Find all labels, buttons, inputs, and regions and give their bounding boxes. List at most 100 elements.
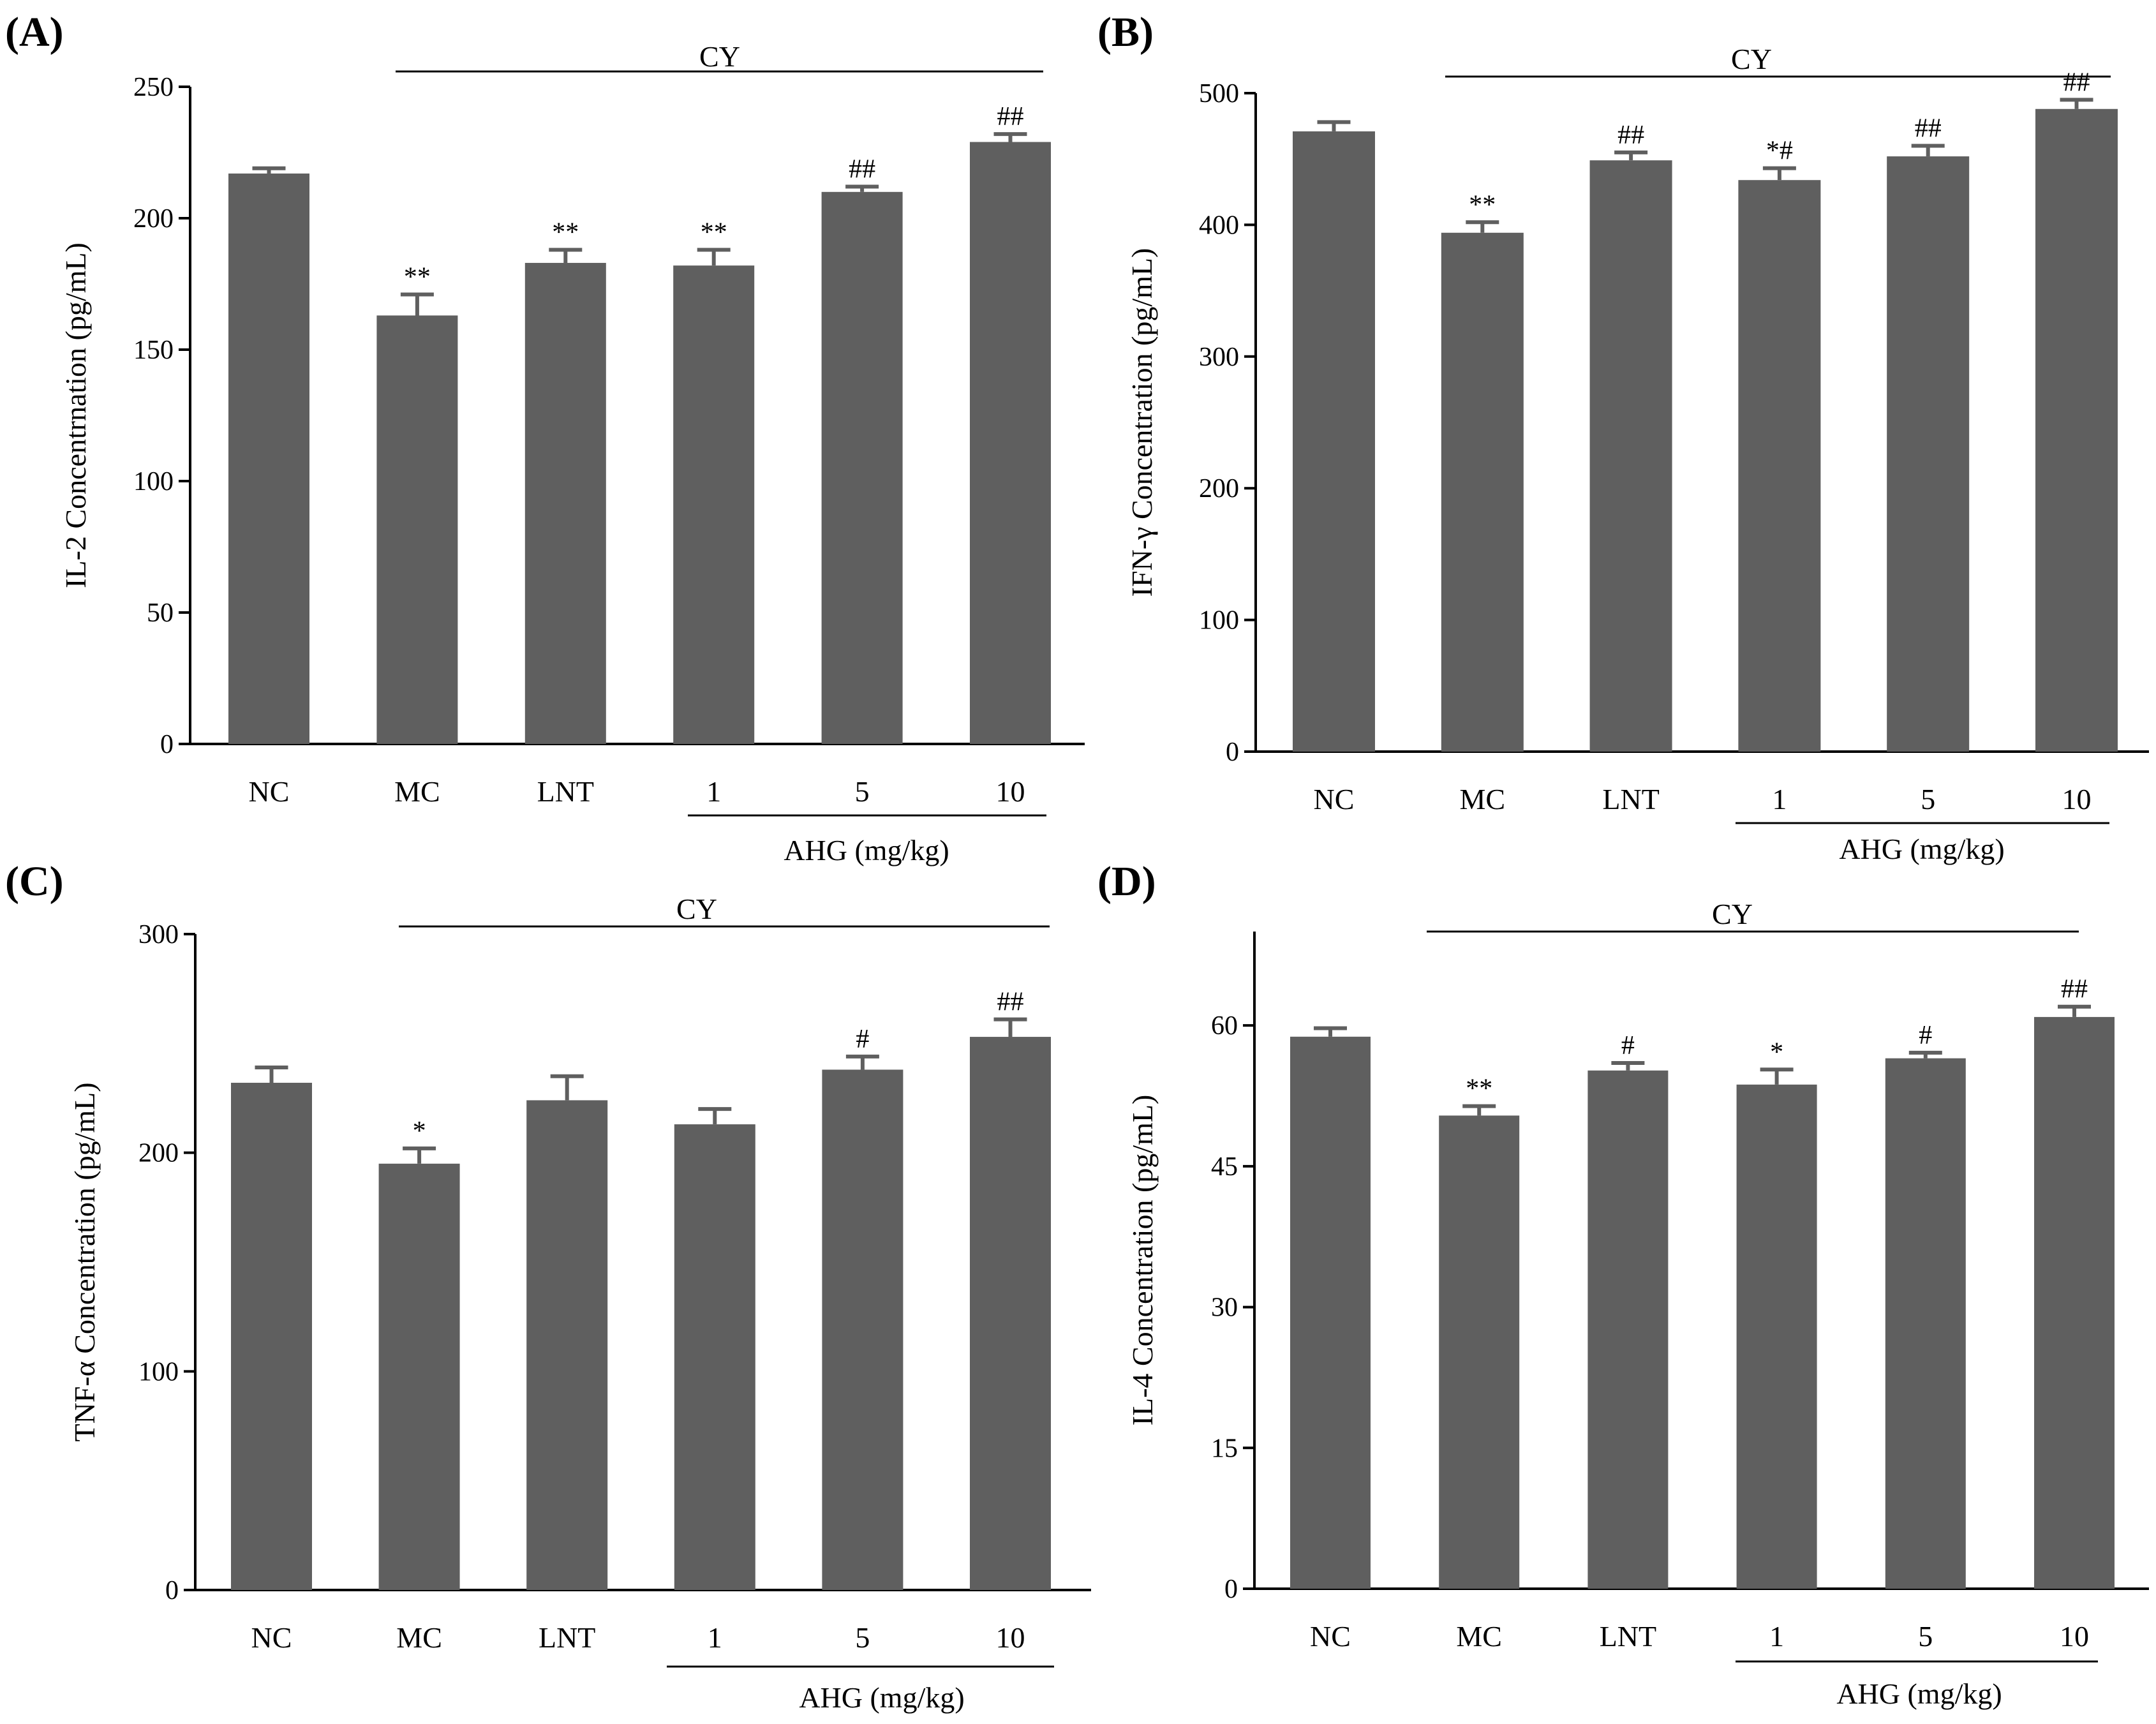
significance-mark: ## bbox=[2063, 68, 2090, 97]
x-tick-label: NC bbox=[251, 1621, 292, 1654]
y-tick-label: 30 bbox=[1211, 1293, 1238, 1323]
x-tick-label: 1 bbox=[1772, 783, 1787, 815]
x-tick-label: NC bbox=[1314, 783, 1355, 815]
y-tick-label: 250 bbox=[133, 73, 174, 102]
y-tick-label: 400 bbox=[1199, 211, 1239, 240]
significance-mark: ** bbox=[701, 218, 727, 247]
y-tick-label: 0 bbox=[1226, 738, 1239, 767]
significance-mark: * bbox=[1770, 1037, 1783, 1067]
panel-a: (A) 0 50 100 150 200 250 IL-2 Concentrnation (p… bbox=[5, 9, 1085, 866]
y-tick-label: 15 bbox=[1211, 1434, 1238, 1463]
cy-label: CY bbox=[699, 40, 740, 73]
y-tick-label: 100 bbox=[133, 467, 174, 496]
significance-mark: ** bbox=[552, 218, 579, 247]
bar bbox=[1738, 180, 1821, 752]
x-tick-label: LNT bbox=[1602, 783, 1659, 815]
ahg-group-label: AHG (mg/kg) bbox=[1836, 1677, 2002, 1710]
bar bbox=[1587, 1070, 1669, 1589]
x-tick-label: 5 bbox=[855, 1621, 870, 1654]
x-tick-label: 10 bbox=[2062, 783, 2092, 815]
x-tick-label: MC bbox=[1460, 783, 1506, 815]
x-tick-label: LNT bbox=[1600, 1620, 1656, 1653]
x-tick-label: NC bbox=[1310, 1620, 1351, 1653]
bar bbox=[2035, 108, 2118, 752]
x-tick-label: LNT bbox=[537, 775, 594, 808]
significance-mark: # bbox=[1919, 1021, 1932, 1050]
bar bbox=[231, 1083, 312, 1590]
significance-mark: # bbox=[1621, 1031, 1635, 1060]
x-tick-label: MC bbox=[394, 775, 440, 808]
y-axis-title: IL-2 Concentrnation (pg/mL) bbox=[59, 242, 92, 588]
y-tick-label: 100 bbox=[1199, 606, 1239, 635]
x-tick-label: NC bbox=[249, 775, 290, 808]
significance-mark: ## bbox=[1915, 114, 1942, 144]
bar bbox=[1439, 1115, 1520, 1589]
y-tick-label: 500 bbox=[1199, 79, 1239, 108]
ahg-group-label: AHG (mg/kg) bbox=[799, 1681, 964, 1714]
bar bbox=[1441, 232, 1524, 752]
panel-label: (A) bbox=[5, 9, 64, 56]
y-tick-label: 200 bbox=[1199, 474, 1239, 503]
panel-label: (B) bbox=[1097, 9, 1154, 56]
significance-mark: ** bbox=[1466, 1074, 1492, 1104]
x-tick-label: 1 bbox=[1769, 1620, 1784, 1653]
significance-mark: * bbox=[413, 1117, 426, 1146]
significance-mark: # bbox=[856, 1025, 869, 1054]
x-tick-label: 1 bbox=[706, 775, 721, 808]
x-tick-label: 10 bbox=[996, 775, 1025, 808]
y-tick-label: 0 bbox=[1224, 1575, 1238, 1604]
y-tick-label: 60 bbox=[1211, 1011, 1238, 1041]
bar bbox=[378, 1163, 460, 1590]
bar bbox=[1736, 1084, 1817, 1589]
bar bbox=[376, 315, 458, 744]
y-tick-label: 150 bbox=[133, 336, 174, 365]
y-axis-title: IFN-γ Concentration (pg/mL) bbox=[1126, 248, 1158, 597]
significance-mark: ## bbox=[997, 988, 1024, 1017]
bar bbox=[2034, 1016, 2115, 1589]
bar bbox=[822, 1069, 903, 1590]
cy-label: CY bbox=[1712, 898, 1753, 930]
y-tick-label: 200 bbox=[133, 204, 174, 234]
bar bbox=[970, 142, 1051, 744]
x-tick-label: 10 bbox=[996, 1621, 1025, 1654]
significance-mark: ** bbox=[404, 262, 431, 292]
bar bbox=[1290, 1036, 1371, 1589]
x-tick-label: MC bbox=[396, 1621, 442, 1654]
bar bbox=[970, 1037, 1051, 1590]
y-tick-label: 300 bbox=[138, 920, 179, 949]
y-tick-label: 100 bbox=[138, 1357, 179, 1386]
bar bbox=[228, 173, 309, 745]
x-tick-label: 5 bbox=[1921, 783, 1935, 815]
significance-mark: ## bbox=[997, 102, 1024, 131]
significance-mark: ## bbox=[2061, 975, 2088, 1004]
y-tick-label: 45 bbox=[1211, 1152, 1238, 1182]
bar bbox=[674, 1124, 755, 1590]
bar bbox=[1885, 1058, 1966, 1589]
bar bbox=[526, 1100, 608, 1590]
cy-label: CY bbox=[1731, 43, 1772, 75]
significance-mark: ## bbox=[849, 155, 875, 184]
y-tick-label: 50 bbox=[147, 598, 174, 628]
bar bbox=[673, 265, 755, 744]
bar bbox=[1293, 131, 1375, 752]
x-tick-label: MC bbox=[1456, 1620, 1502, 1653]
significance-mark: *# bbox=[1766, 137, 1793, 166]
panel-label: (C) bbox=[5, 858, 64, 905]
y-axis-title: TNF-α Concentration (pg/mL) bbox=[68, 1082, 101, 1441]
ahg-group-label: AHG (mg/kg) bbox=[784, 834, 949, 866]
y-tick-label: 0 bbox=[160, 730, 174, 759]
cy-label: CY bbox=[676, 893, 717, 925]
y-tick-label: 200 bbox=[138, 1139, 179, 1168]
panel-label: (D) bbox=[1097, 858, 1156, 905]
x-tick-label: LNT bbox=[539, 1621, 595, 1654]
bar bbox=[1589, 160, 1672, 752]
x-tick-label: 10 bbox=[2060, 1620, 2089, 1653]
bar bbox=[821, 191, 903, 744]
x-tick-label: 1 bbox=[708, 1621, 722, 1654]
y-tick-label: 300 bbox=[1199, 343, 1239, 372]
x-tick-label: 5 bbox=[1918, 1620, 1933, 1653]
x-tick-label: 5 bbox=[855, 775, 870, 808]
y-tick-label: 0 bbox=[165, 1576, 179, 1605]
